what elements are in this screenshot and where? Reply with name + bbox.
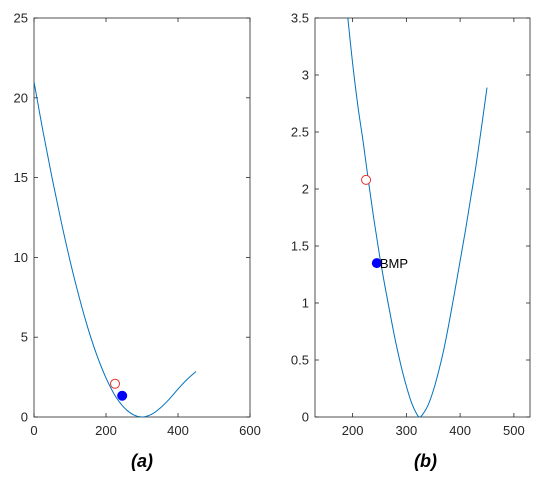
panel-a-filled-marker bbox=[117, 390, 128, 401]
panel-b-xtick-label: 400 bbox=[449, 423, 471, 438]
panel-b-xtick-label: 500 bbox=[503, 423, 525, 438]
panel-b-open-marker bbox=[361, 174, 372, 185]
panel-b-ytick-label: 0 bbox=[302, 410, 309, 425]
panel-b-ytick-label: 0.5 bbox=[291, 353, 309, 368]
panel-a-xtick-label: 200 bbox=[95, 423, 117, 438]
panel-a-ytick-label: 10 bbox=[14, 250, 28, 265]
panel-a-ytick-label: 0 bbox=[21, 410, 28, 425]
panel-a-open-marker bbox=[110, 378, 120, 389]
panel-b-xtick-label: 200 bbox=[342, 423, 364, 438]
panel-a-ytick-label: 20 bbox=[14, 90, 28, 105]
panel-b-label: (b) bbox=[414, 451, 437, 471]
panel-b-axes-box bbox=[314, 17, 531, 418]
panel-b-ytick-label: 1 bbox=[302, 296, 309, 311]
panel-b-ytick-label: 2.5 bbox=[291, 125, 309, 140]
panel-b-ytick-label: 3 bbox=[302, 68, 309, 83]
panel-a-xtick-label: 400 bbox=[167, 423, 189, 438]
panel-b-series-line bbox=[347, 18, 488, 417]
panel-b-filled-marker bbox=[371, 258, 382, 269]
panel-b-marker-annotation: BMP bbox=[380, 256, 408, 271]
panel-b-ytick-label: 2 bbox=[302, 182, 309, 197]
panel-b-xtick-label: 300 bbox=[396, 423, 418, 438]
panel-a-xtick-label: 0 bbox=[30, 423, 37, 438]
panel-a-ytick-label: 25 bbox=[14, 11, 28, 26]
panel-a-ytick-label: 15 bbox=[14, 170, 28, 185]
panel-b-ytick-label: 3.5 bbox=[291, 11, 309, 26]
panel-a-axes-box bbox=[33, 17, 251, 418]
panel-a-label: (a) bbox=[131, 451, 153, 471]
panel-a-xtick-label: 600 bbox=[239, 423, 261, 438]
panel-a-ytick-label: 5 bbox=[21, 330, 28, 345]
panel-a-series-line bbox=[34, 81, 197, 417]
panel-b-ytick-label: 1.5 bbox=[291, 239, 309, 254]
